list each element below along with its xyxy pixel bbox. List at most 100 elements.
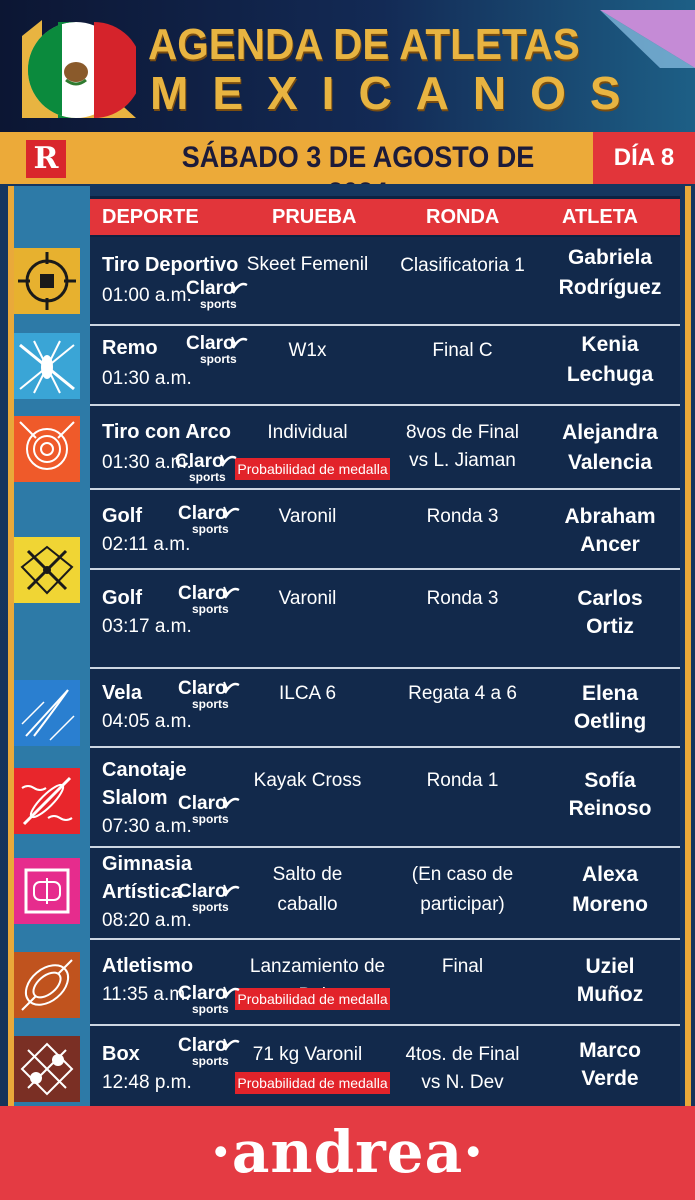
- event-prueba: Skeet Femenil: [246, 254, 369, 275]
- gymnastics-icon: [14, 858, 80, 924]
- reforma-logo: R: [26, 140, 66, 178]
- column-header-ronda: RONDA: [426, 206, 500, 228]
- medal-probability-badge: Probabilidad de medalla: [235, 1072, 390, 1094]
- sport-name: Golf: [102, 505, 142, 527]
- athlete-last-name: Oetling: [573, 710, 647, 733]
- sport-name: Canotaje: [102, 759, 187, 781]
- athlete-last-name: Verde: [581, 1067, 639, 1090]
- medal-probability-badge: Probabilidad de medalla: [235, 988, 390, 1010]
- sport-name: Golf: [102, 587, 142, 609]
- table-row: Tiro con Arco 01:30 a.m. Individual Prob…: [90, 406, 680, 490]
- sport-name: Tiro con Arco: [102, 421, 231, 443]
- claro-sports-logo: Claro sports: [178, 584, 240, 618]
- claro-sports-logo: Claro sports: [186, 334, 248, 368]
- claro-sports-logo: Claro sports: [178, 984, 240, 1018]
- event-ronda: (En caso de: [411, 864, 514, 885]
- athlete-first-name: Gabriela: [567, 246, 653, 269]
- table-row: Gimnasia Artística 08:20 a.m. Salto de c…: [90, 848, 680, 940]
- athlete-first-name: Uziel: [585, 955, 635, 978]
- event-prueba: Kayak Cross: [253, 770, 362, 791]
- table-row: Canotaje Slalom 07:30 a.m. Kayak Cross R…: [90, 748, 680, 848]
- table-header: DEPORTE PRUEBA RONDA ATLETA: [90, 199, 680, 235]
- event-time: 11:35 a.m.: [102, 984, 191, 1005]
- golf-icon: [14, 537, 80, 603]
- table-row: Remo 01:30 a.m. W1x Final C Kenia Lechug…: [90, 326, 680, 406]
- mexico-flag-icon: [22, 20, 136, 118]
- event-ronda: Final: [441, 956, 484, 977]
- event-prueba: ILCA 6: [278, 683, 337, 704]
- event-ronda: Regata 4 a 6: [408, 683, 517, 704]
- event-opponent: vs L. Jiaman: [409, 450, 516, 471]
- event-prueba: Individual: [267, 422, 348, 443]
- table-row: Golf 03:17 a.m. Varonil Ronda 3 Carlos O…: [90, 570, 680, 669]
- rowing-icon: [14, 333, 80, 399]
- athlete-last-name: Ancer: [580, 533, 640, 556]
- athlete-last-name: Moreno: [572, 893, 648, 916]
- shooting-icon: [14, 248, 80, 314]
- claro-sports-logo: Claro sports: [175, 452, 237, 486]
- sport-name: Gimnasia: [102, 853, 193, 875]
- event-ronda-line2: participar): [420, 894, 505, 915]
- event-ronda: Clasificatoria 1: [400, 255, 525, 276]
- column-header-prueba: PRUEBA: [272, 206, 357, 228]
- athlete-last-name: Ortiz: [586, 615, 634, 638]
- sport-name: Atletismo: [102, 955, 194, 977]
- event-ronda: 8vos de Final: [405, 422, 519, 443]
- event-time: 02:11 a.m.: [102, 534, 191, 555]
- day-badge: DÍA 8: [593, 132, 695, 184]
- andrea-brand-logo: ·andrea·: [210, 1118, 485, 1186]
- table-row: Vela 04:05 a.m. ILCA 6 Regata 4 a 6 Elen…: [90, 669, 680, 748]
- athlete-first-name: Abraham: [564, 505, 656, 528]
- table-row: Box 12:48 p.m. 71 kg Varonil Probabilida…: [90, 1026, 680, 1106]
- athlete-first-name: Alexa: [581, 863, 639, 886]
- sport-name: Remo: [102, 337, 158, 359]
- event-prueba: W1x: [288, 340, 327, 361]
- athlete-last-name: Valencia: [567, 451, 653, 474]
- event-time: 04:05 a.m.: [102, 711, 192, 732]
- sport-name-line2: Slalom: [102, 787, 168, 809]
- athlete-first-name: Alejandra: [562, 421, 658, 444]
- footer-banner: [0, 1106, 695, 1200]
- sport-name-line2: Artística: [102, 881, 183, 903]
- archery-icon: [14, 416, 80, 482]
- claro-sports-logo: Claro sports: [178, 882, 240, 916]
- decorative-corner-shape: [600, 10, 695, 68]
- page-title-line2: MEXICANOS: [150, 67, 645, 119]
- column-header-atleta: ATLETA: [562, 206, 638, 228]
- event-time: 03:17 a.m.: [102, 616, 192, 637]
- event-opponent: vs N. Dev: [421, 1072, 504, 1093]
- event-ronda: Ronda 3: [426, 506, 499, 527]
- event-time: 08:20 a.m.: [102, 910, 192, 931]
- athlete-last-name: Lechuga: [566, 363, 654, 386]
- claro-sports-logo: Claro sports: [186, 279, 248, 313]
- event-time: 12:48 p.m.: [102, 1072, 192, 1093]
- event-prueba-line2: caballo: [277, 894, 338, 915]
- table-row: Golf 02:11 a.m. Varonil Ronda 3 Abraham …: [90, 490, 680, 570]
- claro-sports-logo: Claro sports: [178, 504, 240, 538]
- athlete-last-name: Muñoz: [576, 983, 644, 1006]
- athlete-first-name: Elena: [581, 682, 639, 705]
- athlete-last-name: Reinoso: [568, 797, 652, 820]
- event-ronda: Ronda 1: [426, 770, 499, 791]
- claro-sports-logo: Claro sports: [178, 679, 240, 713]
- athlete-first-name: Kenia: [581, 333, 639, 356]
- page-title-line1: AGENDA DE ATLETAS: [148, 20, 580, 69]
- panel-frame: [8, 186, 691, 1110]
- canoe-slalom-icon: [14, 768, 80, 834]
- medal-probability-badge: Probabilidad de medalla: [235, 458, 390, 480]
- event-time: 01:30 a.m.: [102, 452, 192, 473]
- event-ronda: 4tos. de Final: [405, 1044, 520, 1065]
- event-ronda: Ronda 3: [426, 588, 499, 609]
- event-prueba: 71 kg Varonil: [252, 1044, 363, 1065]
- event-time: 01:30 a.m.: [102, 368, 192, 389]
- athlete-first-name: Sofía: [584, 769, 636, 792]
- athlete-first-name: Marco: [579, 1039, 641, 1062]
- athlete-first-name: Carlos: [577, 587, 643, 610]
- sport-name: Vela: [102, 682, 143, 704]
- table-row: Tiro Deportivo 01:00 a.m. Skeet Femenil …: [90, 237, 680, 326]
- claro-sports-logo: Claro sports: [178, 1036, 240, 1070]
- athletics-icon: [14, 952, 80, 1018]
- athlete-last-name: Rodríguez: [558, 276, 662, 299]
- sport-name: Tiro Deportivo: [102, 254, 239, 276]
- date-bar: [0, 132, 695, 184]
